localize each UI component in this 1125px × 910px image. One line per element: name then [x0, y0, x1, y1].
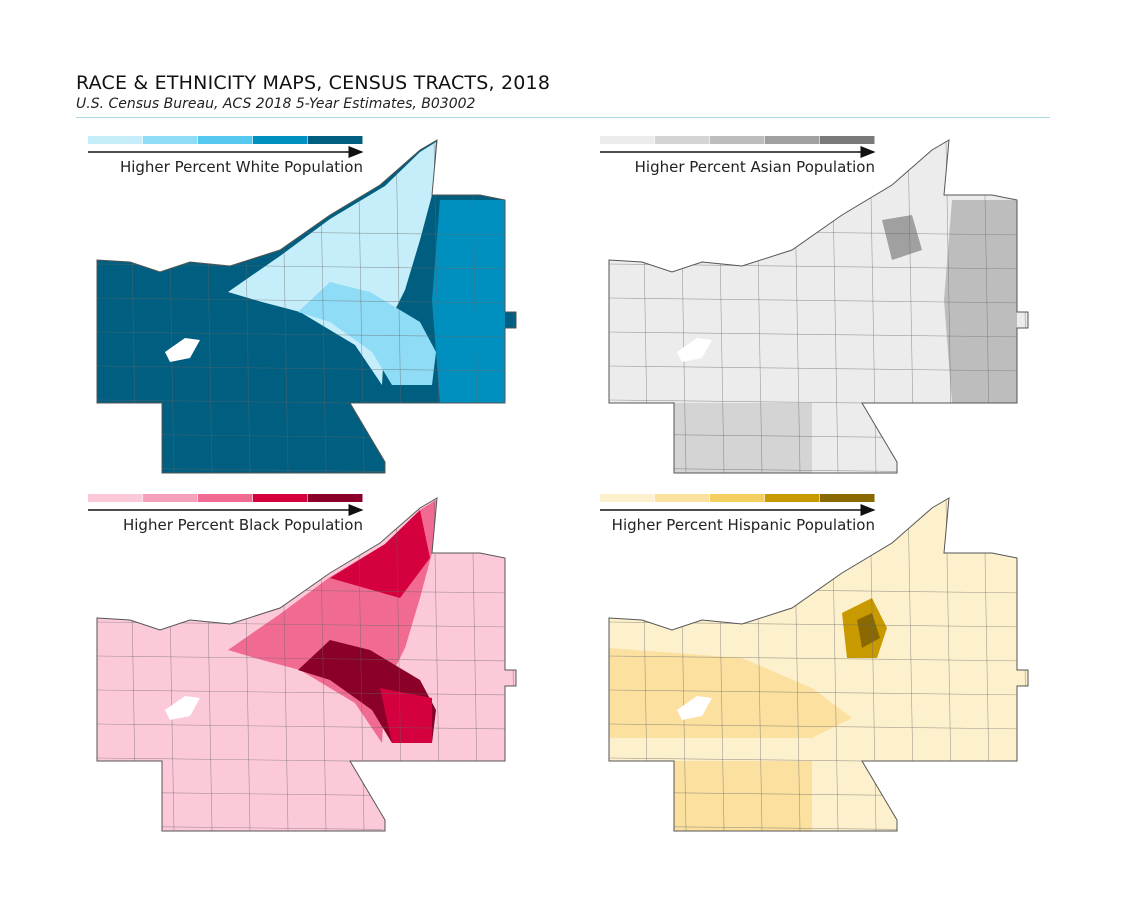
tract-region [380, 688, 432, 743]
map-panel-white: Higher Percent White Population [88, 136, 517, 474]
legend-swatch [308, 494, 363, 502]
choropleth-map [97, 498, 516, 831]
page-subtitle: U.S. Census Bureau, ACS 2018 5-Year Esti… [76, 96, 476, 112]
legend-swatch [198, 494, 253, 502]
tract-region [432, 200, 505, 403]
tract-region [674, 403, 812, 473]
legend-white: Higher Percent White Population [88, 136, 364, 176]
map-panel-hispanic: Higher Percent Hispanic Population [600, 494, 1029, 832]
legend-swatch [308, 136, 363, 144]
legend-swatch [253, 494, 308, 502]
tract-region [810, 282, 948, 385]
legend-swatch [143, 494, 198, 502]
legend-swatch [820, 494, 875, 502]
legend-swatch [600, 136, 655, 144]
legend-asian: Higher Percent Asian Population [600, 136, 876, 176]
county-outline [608, 139, 1029, 474]
legend-black: Higher Percent Black Population [88, 494, 364, 534]
legend-swatch [143, 136, 198, 144]
tract-region [857, 613, 880, 648]
map-panel-asian: Higher Percent Asian Population [600, 136, 1029, 474]
tract-region [882, 215, 922, 260]
legend-swatch [765, 136, 820, 144]
legend-hispanic: Higher Percent Hispanic Population [600, 494, 876, 534]
tract-region [298, 282, 436, 385]
legend-swatch [710, 136, 765, 144]
legend-swatch [198, 136, 253, 144]
tract-region [330, 510, 430, 598]
tract-region [609, 648, 852, 738]
county-outline [96, 139, 517, 474]
legend-swatch [88, 494, 143, 502]
county-outline [608, 497, 1029, 832]
legend-swatch [88, 136, 143, 144]
legend-swatch [710, 494, 765, 502]
legend-swatch [600, 494, 655, 502]
map-panel-black: Higher Percent Black Population [88, 494, 517, 832]
legend-label: Higher Percent White Population [120, 158, 363, 176]
tract-region [674, 761, 812, 831]
header-divider [76, 117, 1050, 118]
choropleth-map [609, 140, 1028, 473]
page-title: RACE & ETHNICITY MAPS, CENSUS TRACTS, 20… [76, 72, 551, 94]
legend-swatch [253, 136, 308, 144]
legend-swatch [655, 494, 710, 502]
tract-region [944, 200, 1017, 403]
county-outline [96, 497, 517, 832]
legend-label: Higher Percent Black Population [123, 516, 363, 534]
legend-label: Higher Percent Asian Population [635, 158, 875, 176]
choropleth-map [609, 498, 1028, 831]
choropleth-map [97, 140, 516, 473]
legend-swatch [655, 136, 710, 144]
legend-swatch [820, 136, 875, 144]
legend-swatch [765, 494, 820, 502]
legend-label: Higher Percent Hispanic Population [612, 516, 875, 534]
